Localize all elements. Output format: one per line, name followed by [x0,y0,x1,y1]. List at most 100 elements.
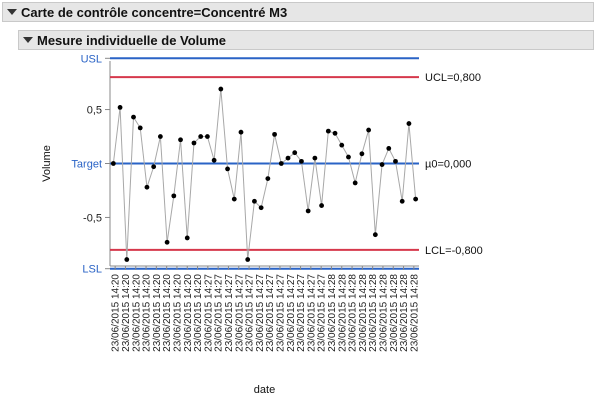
x-tick-label: 23/06/2015 14:20 [111,274,122,352]
series-segment [247,201,255,260]
data-point [292,150,298,156]
x-tick-label: 23/06/2015 14:27 [255,274,266,352]
series-segment [381,148,390,165]
x-tick-label: 23/06/2015 14:27 [224,274,235,352]
x-tick-label: 23/06/2015 14:20 [142,274,153,352]
series-segment [300,161,309,212]
x-tick-label: 23/06/2015 14:27 [265,274,276,352]
data-point [265,176,271,182]
individual-measure-header[interactable]: Mesure individuelle de Volume [18,30,594,50]
series-segment [240,132,249,260]
data-point [339,142,345,148]
data-point [272,131,277,137]
data-point [332,130,338,136]
series-segment [213,89,222,161]
x-tick-label: 23/06/2015 14:28 [399,274,410,352]
x-tick-label: 23/06/2015 14:20 [162,274,173,352]
data-point [393,158,398,164]
x-tick-label: 23/06/2015 14:28 [389,274,400,352]
x-tick-label: 23/06/2015 14:28 [358,274,369,352]
x-tick-label: 23/06/2015 14:28 [378,274,389,352]
x-tick-label: 23/06/2015 14:28 [348,274,359,352]
data-point [346,154,351,160]
data-point [131,114,136,120]
series-segment [166,195,175,243]
data-point [231,196,237,202]
data-point [245,257,251,262]
series-segment [354,153,363,184]
data-point [151,164,157,170]
x-tick-label: 23/06/2015 14:27 [275,274,286,352]
series-segment [267,134,276,179]
x-tick-label: 23/06/2015 14:28 [337,274,348,352]
series-segment [321,131,329,206]
x-axis-title: date [254,384,275,396]
x-tick-label: 23/06/2015 14:27 [317,274,328,352]
series-segment [139,127,148,188]
series-segment [153,136,161,167]
control-chart-title: Carte de contrôle concentre=Concentré M3 [21,4,288,20]
x-tick-label: 23/06/2015 14:20 [183,274,194,352]
disclosure-triangle-icon[interactable] [23,37,33,43]
data-point [191,140,197,146]
data-point [399,198,405,204]
series-segment [361,129,370,154]
control-label-lcl: LCL=-0,800 [425,245,483,257]
data-point [110,161,116,166]
spec-label-lsl: LSL [82,264,102,276]
series-segment [186,142,195,238]
series-segment [307,158,316,212]
data-point [372,232,378,238]
x-tick-label: 23/06/2015 14:28 [368,274,379,352]
data-point [319,203,324,208]
data-point [352,180,358,186]
data-point [379,162,385,167]
x-tick-label: 23/06/2015 14:27 [234,274,245,352]
data-point [225,166,230,172]
data-point [386,145,392,151]
data-point [198,134,204,139]
series-segment [180,139,188,238]
series-segment [146,166,155,188]
data-point [157,134,163,139]
data-point [164,239,170,245]
x-tick-label: 23/06/2015 14:27 [306,274,317,352]
series-segment [227,168,235,200]
data-point [205,134,210,139]
x-tick-label: 23/06/2015 14:20 [121,274,132,352]
y-tick-label: -0,5 [83,212,102,224]
data-point [218,86,224,92]
x-tick-label: 23/06/2015 14:20 [172,274,183,352]
x-tick-label: 23/06/2015 14:27 [296,274,307,352]
data-point [366,127,372,133]
series-segment [388,148,396,162]
y-axis-title: Volume [41,145,53,182]
disclosure-triangle-icon[interactable] [7,9,17,15]
data-point [285,155,291,161]
series-segment [260,178,269,208]
series-segment [408,123,417,200]
data-point [117,104,123,110]
series-segment [119,107,128,260]
spec-label-target: Target [71,159,102,171]
x-tick-label: 23/06/2015 14:27 [203,274,214,352]
x-tick-label: 23/06/2015 14:28 [327,274,338,352]
data-point [211,157,217,163]
data-point [359,151,365,157]
data-point [325,128,331,134]
series-segment [347,156,356,184]
data-point [178,137,183,143]
data-point [413,196,419,202]
x-tick-label: 23/06/2015 14:20 [131,274,142,352]
x-tick-label: 23/06/2015 14:27 [286,274,297,352]
series-segment [374,164,383,235]
control-label-ucl: UCL=0,800 [425,72,481,84]
data-point [124,257,130,262]
data-point [406,121,412,126]
series-segment [173,139,182,196]
control-chart-header[interactable]: Carte de contrôle concentre=Concentré M3 [2,2,594,22]
series-segment [394,161,403,202]
series-segment [233,132,242,200]
x-tick-label: 23/06/2015 14:27 [245,274,256,352]
